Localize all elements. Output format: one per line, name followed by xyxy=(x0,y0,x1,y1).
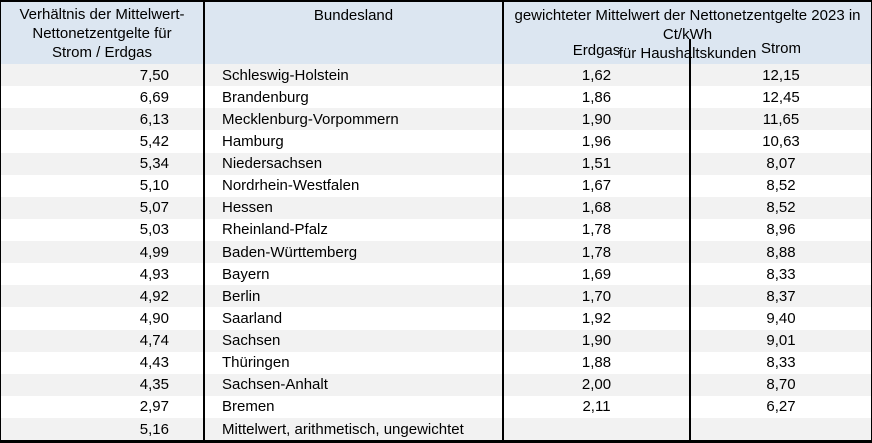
header-ratio-line: Strom / Erdgas xyxy=(51,43,153,61)
table-body: 7,50 Schleswig-Holstein 1,62 12,15 6,69 … xyxy=(1,64,871,441)
cell-ratio: 7,50 xyxy=(139,66,169,84)
cell-bundesland: Mittelwert, arithmetisch, ungewichtet xyxy=(203,418,502,441)
header-erdgas: Erdgas xyxy=(502,39,689,64)
cell-strom: 8,37 xyxy=(689,285,871,308)
cell-erdgas: 1,67 xyxy=(502,174,689,197)
cell-erdgas: 1,86 xyxy=(502,86,689,109)
cell-ratio: 5,07 xyxy=(139,199,169,217)
table-row: 4,92 Berlin 1,70 8,37 xyxy=(1,285,871,308)
cell-bundesland: Sachsen xyxy=(203,329,502,352)
table-row: 4,93 Bayern 1,69 8,33 xyxy=(1,263,871,286)
table-row: 5,42 Hamburg 1,96 10,63 xyxy=(1,130,871,153)
cell-bundesland: Mecklenburg-Vorpommern xyxy=(203,108,502,131)
cell-bundesland: Sachsen-Anhalt xyxy=(203,373,502,396)
cell-erdgas: 1,70 xyxy=(502,285,689,308)
header-weighted-line: gewichteter Mittelwert der Nettonetzentg… xyxy=(514,7,861,43)
cell-ratio: 5,10 xyxy=(139,177,169,195)
cell-bundesland: Saarland xyxy=(203,307,502,330)
cell-ratio: 4,90 xyxy=(139,309,169,327)
cell-strom: 10,63 xyxy=(689,130,871,153)
cell-strom: 8,33 xyxy=(689,351,871,374)
cell-ratio: 4,35 xyxy=(139,376,169,394)
cell-erdgas: 1,96 xyxy=(502,130,689,153)
cell-bundesland: Hamburg xyxy=(203,130,502,153)
cell-strom: 8,96 xyxy=(689,218,871,241)
cell-ratio: 4,93 xyxy=(139,265,169,283)
cell-strom xyxy=(689,418,871,441)
cell-ratio: 4,74 xyxy=(139,332,169,350)
cell-erdgas: 1,90 xyxy=(502,108,689,131)
table-row: 6,69 Brandenburg 1,86 12,45 xyxy=(1,86,871,109)
table-row: 4,35 Sachsen-Anhalt 2,00 8,70 xyxy=(1,373,871,396)
table-row: 2,97 Bremen 2,11 6,27 xyxy=(1,395,871,418)
cell-bundesland: Baden-Württemberg xyxy=(203,241,502,264)
cell-bundesland: Schleswig-Holstein xyxy=(203,64,502,87)
table-row: 4,90 Saarland 1,92 9,40 xyxy=(1,307,871,330)
header-ratio-line: Nettonetzentgelte für xyxy=(32,24,172,42)
cell-strom: 9,01 xyxy=(689,329,871,352)
cell-strom: 9,40 xyxy=(689,307,871,330)
cell-strom: 11,65 xyxy=(689,108,871,131)
table-row: 6,13 Mecklenburg-Vorpommern 1,90 11,65 xyxy=(1,108,871,131)
cell-ratio: 5,42 xyxy=(139,132,169,150)
cell-ratio: 2,97 xyxy=(139,398,169,416)
cell-ratio: 4,99 xyxy=(139,243,169,261)
table-header: Verhältnis der Mittelwert- Nettonetzentg… xyxy=(1,2,871,64)
cell-strom: 12,45 xyxy=(689,86,871,109)
cell-erdgas: 1,88 xyxy=(502,351,689,374)
cell-bundesland: Nordrhein-Westfalen xyxy=(203,174,502,197)
cell-ratio: 5,03 xyxy=(139,221,169,239)
cell-erdgas: 1,62 xyxy=(502,64,689,87)
table-row: 4,99 Baden-Württemberg 1,78 8,88 xyxy=(1,241,871,264)
table-row: 4,43 Thüringen 1,88 8,33 xyxy=(1,351,871,374)
cell-bundesland: Thüringen xyxy=(203,351,502,374)
cell-ratio: 5,34 xyxy=(139,155,169,173)
cell-bundesland: Niedersachsen xyxy=(203,152,502,175)
cell-erdgas: 1,69 xyxy=(502,263,689,286)
table-row: 5,07 Hessen 1,68 8,52 xyxy=(1,196,871,219)
cell-strom: 8,70 xyxy=(689,373,871,396)
cell-ratio: 4,92 xyxy=(139,287,169,305)
cell-strom: 8,33 xyxy=(689,263,871,286)
cell-erdgas: 1,92 xyxy=(502,307,689,330)
cell-bundesland: Rheinland-Pfalz xyxy=(203,218,502,241)
cell-bundesland: Bremen xyxy=(203,395,502,418)
cell-erdgas: 1,78 xyxy=(502,241,689,264)
table-row: 4,74 Sachsen 1,90 9,01 xyxy=(1,329,871,352)
cell-erdgas: 1,78 xyxy=(502,218,689,241)
cell-strom: 8,07 xyxy=(689,152,871,175)
table-row: 5,16 Mittelwert, arithmetisch, ungewicht… xyxy=(1,418,871,441)
cell-erdgas: 2,11 xyxy=(502,395,689,418)
cell-bundesland: Brandenburg xyxy=(203,86,502,109)
table-row: 5,34 Niedersachsen 1,51 8,07 xyxy=(1,152,871,175)
cell-erdgas: 1,90 xyxy=(502,329,689,352)
cell-strom: 12,15 xyxy=(689,64,871,87)
table-row: 5,10 Nordrhein-Westfalen 1,67 8,52 xyxy=(1,174,871,197)
header-weighted-line: für Haushaltskunden xyxy=(618,45,757,62)
cell-erdgas xyxy=(502,418,689,441)
cell-strom: 8,52 xyxy=(689,196,871,219)
header-weighted-mean: gewichteter Mittelwert der Nettonetzentg… xyxy=(502,2,871,62)
cell-strom: 6,27 xyxy=(689,395,871,418)
header-bundesland: Bundesland xyxy=(203,2,502,64)
cell-bundesland: Berlin xyxy=(203,285,502,308)
table-row: 5,03 Rheinland-Pfalz 1,78 8,96 xyxy=(1,218,871,241)
cell-strom: 8,88 xyxy=(689,241,871,264)
cell-ratio: 6,13 xyxy=(139,110,169,128)
cell-erdgas: 1,51 xyxy=(502,152,689,175)
header-strom: Strom xyxy=(689,39,871,64)
header-ratio: Verhältnis der Mittelwert- Nettonetzentg… xyxy=(1,2,203,64)
cell-erdgas: 2,00 xyxy=(502,373,689,396)
cell-bundesland: Bayern xyxy=(203,263,502,286)
cell-ratio: 4,43 xyxy=(139,354,169,372)
cell-strom: 8,52 xyxy=(689,174,871,197)
cell-ratio: 6,69 xyxy=(139,88,169,106)
header-ratio-line: Verhältnis der Mittelwert- xyxy=(19,5,185,23)
cell-erdgas: 1,68 xyxy=(502,196,689,219)
table-row: 7,50 Schleswig-Holstein 1,62 12,15 xyxy=(1,64,871,87)
cell-ratio: 5,16 xyxy=(139,420,169,438)
cell-bundesland: Hessen xyxy=(203,196,502,219)
